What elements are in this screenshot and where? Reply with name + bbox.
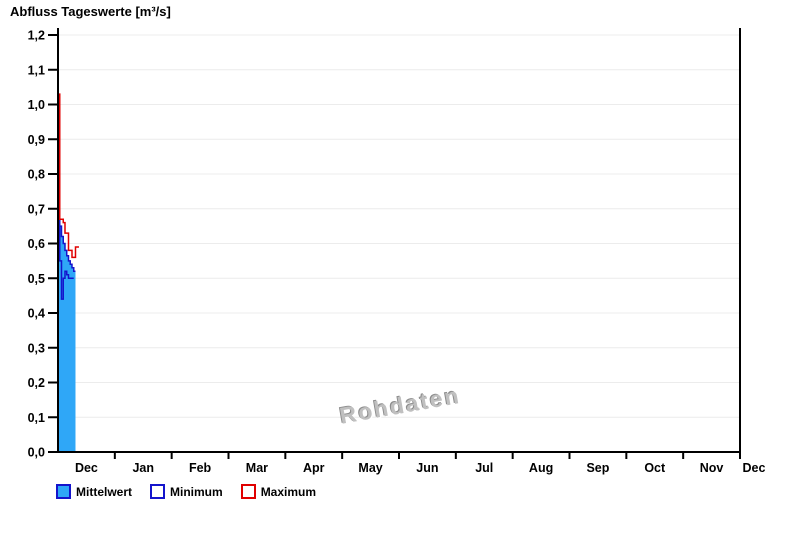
month-label: Oct	[644, 461, 666, 475]
y-tick-label: 0,2	[28, 376, 45, 390]
legend-item-minimum: Minimum	[150, 484, 223, 499]
month-label: Sep	[586, 461, 609, 475]
legend-item-maximum: Maximum	[240, 484, 317, 499]
month-label: Dec	[75, 461, 98, 475]
y-tick-label: 0,4	[28, 307, 45, 321]
y-tick-label: 0,5	[28, 272, 45, 286]
legend-item-mittelwert: Mittelwert	[56, 484, 132, 499]
y-tick-label: 0,7	[28, 202, 45, 216]
legend: Mittelwert Minimum Maximum	[56, 484, 316, 499]
month-label: Dec	[743, 461, 766, 475]
legend-label: Minimum	[170, 484, 223, 499]
month-label: Nov	[700, 461, 724, 475]
month-label: Feb	[189, 461, 212, 475]
y-tick-label: 1,2	[28, 29, 45, 43]
month-label: Aug	[529, 461, 553, 475]
y-tick-label: 1,1	[28, 63, 45, 77]
y-tick-label: 0,8	[28, 168, 45, 182]
legend-label: Mittelwert	[76, 484, 133, 499]
y-tick-label: 0,9	[28, 133, 45, 147]
series-minimum-line	[58, 180, 74, 300]
month-label: Jan	[132, 461, 154, 475]
month-label: Jul	[475, 461, 493, 475]
y-tick-label: 0,1	[28, 411, 45, 425]
legend-label: Maximum	[260, 484, 317, 499]
y-tick-label: 0,3	[28, 341, 45, 355]
chart-title: Abfluss Tageswerte [m³/s]	[10, 4, 171, 19]
month-label: May	[358, 461, 382, 475]
y-tick-label: 0,0	[28, 446, 45, 460]
month-label: Mar	[246, 461, 268, 475]
y-tick-label: 1,0	[28, 98, 45, 112]
mittelwert-swatch-icon	[56, 484, 71, 499]
series-mittelwert-area	[58, 174, 76, 452]
minimum-swatch-icon	[150, 484, 166, 499]
series-maximum-line	[58, 93, 79, 259]
month-label: Jun	[416, 461, 438, 475]
maximum-swatch-icon	[240, 484, 256, 499]
y-tick-label: 0,6	[28, 237, 45, 251]
series-mittelwert-edge	[58, 173, 76, 273]
month-label: Apr	[303, 461, 325, 475]
